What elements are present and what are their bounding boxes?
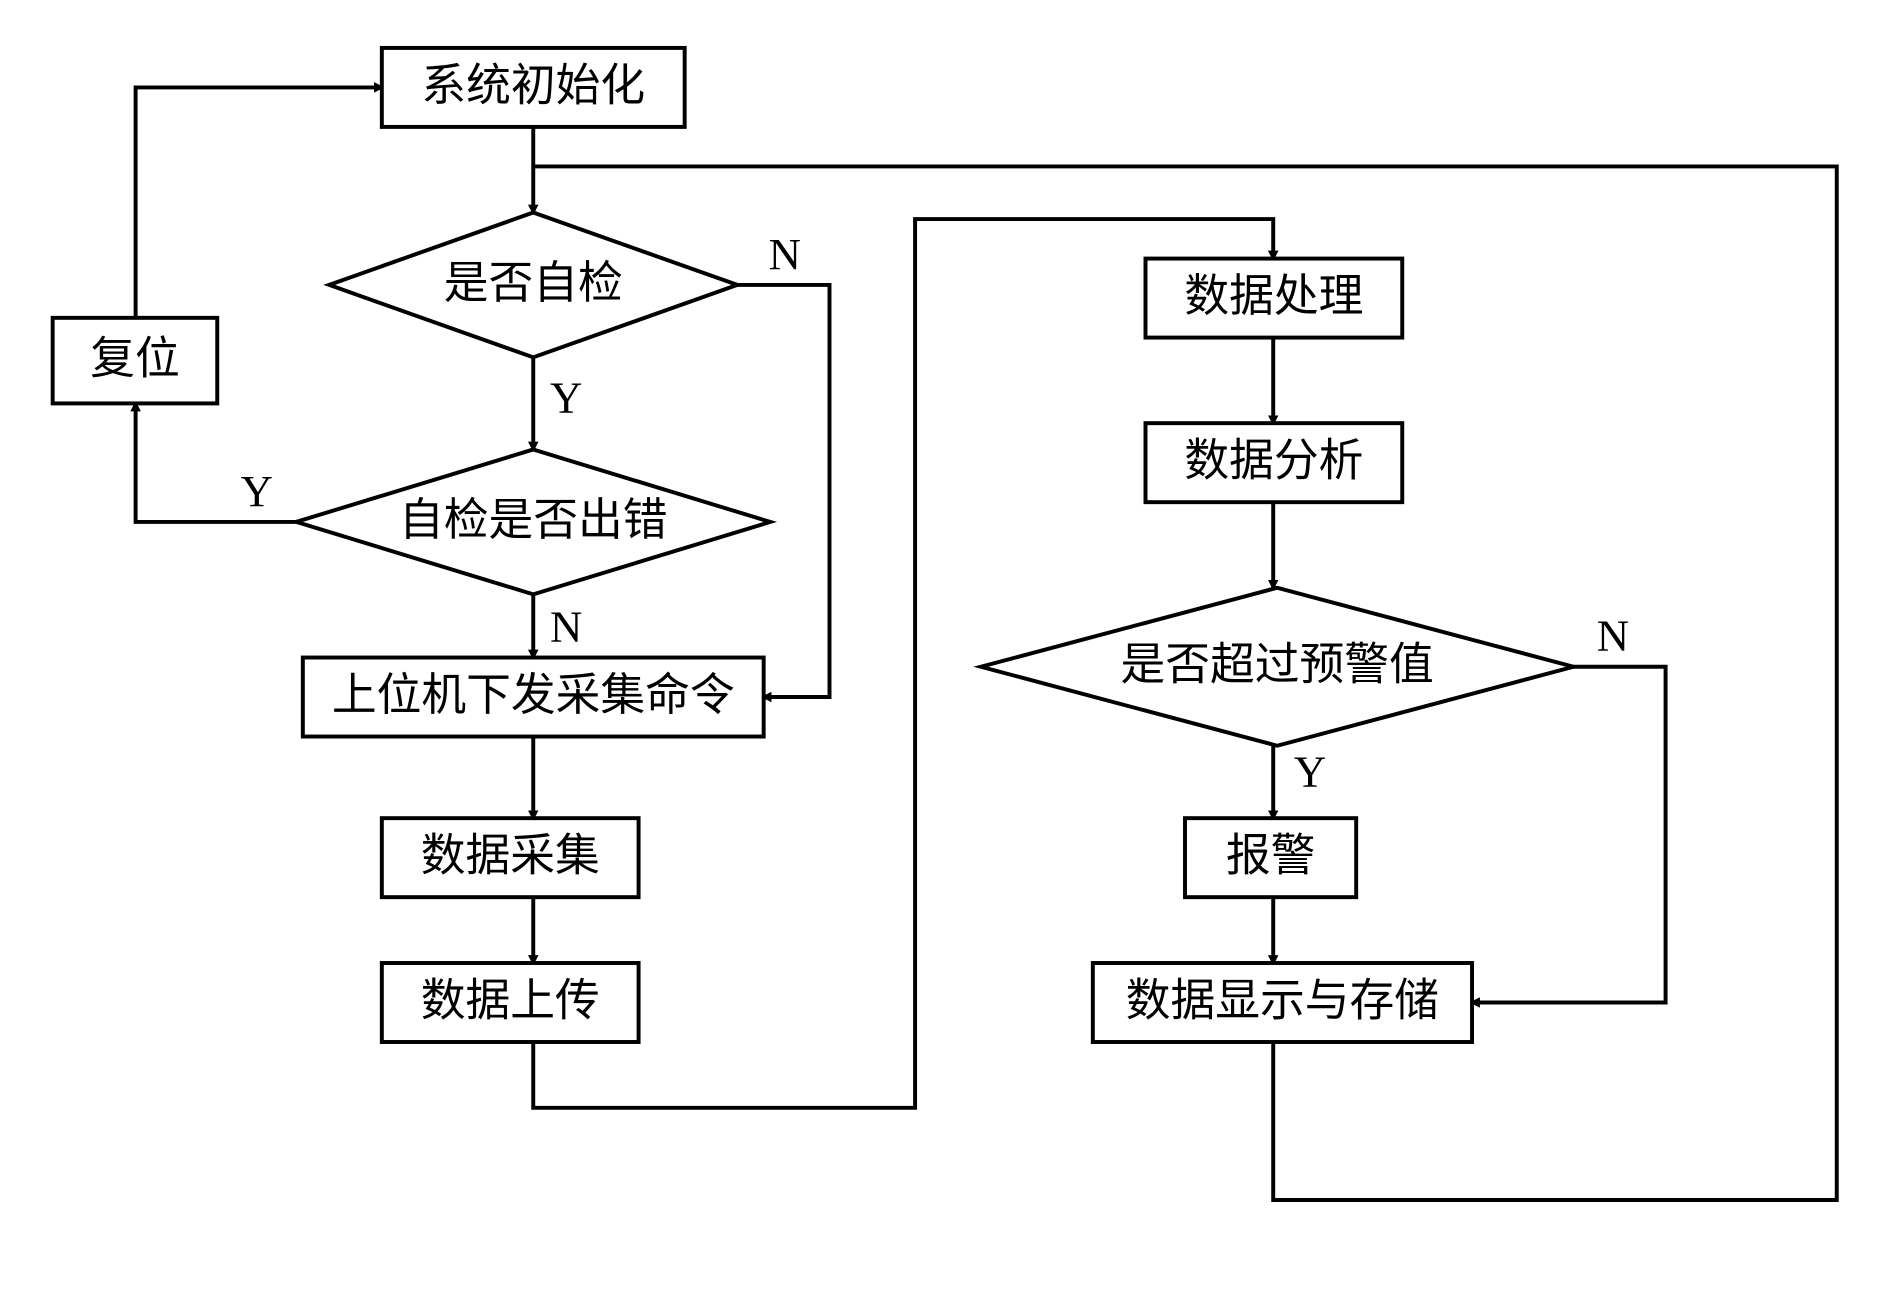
node-analyze-label: 数据分析	[1184, 436, 1363, 486]
flowchart-canvas: 系统初始化复位 是否自检自检是否出错上位机下发采集命令数据采集数据上传 数据处理数据…	[0, 0, 1896, 1294]
edge-warn-store	[1472, 667, 1666, 1003]
node-err-label: 自检是否出错	[399, 495, 668, 545]
node-collect-label: 数据采集	[421, 831, 600, 881]
node-upload-label: 数据上传	[421, 975, 600, 1025]
node-reset-label: 复位	[90, 334, 179, 384]
branch-label-warn_N: N	[1597, 611, 1629, 661]
branch-label-warn_Y: Y	[1294, 746, 1326, 796]
branch-label-selfchk_N: N	[769, 229, 801, 279]
node-warn-label: 是否超过预警值	[1121, 640, 1434, 690]
node-init-label: 系统初始化	[421, 60, 645, 110]
node-store-label: 数据显示与存储	[1126, 975, 1439, 1025]
edge-selfchk-cmd	[737, 285, 829, 697]
node-cmd-label: 上位机下发采集命令	[332, 670, 735, 720]
branch-label-err_Y: Y	[241, 466, 273, 516]
branch-label-err_N: N	[550, 601, 582, 651]
node-alarm-label: 报警	[1226, 831, 1316, 881]
node-selfchk-label: 是否自检	[444, 258, 623, 308]
node-process-label: 数据处理	[1184, 271, 1363, 321]
branch-label-selfchk_Y: Y	[550, 372, 582, 422]
